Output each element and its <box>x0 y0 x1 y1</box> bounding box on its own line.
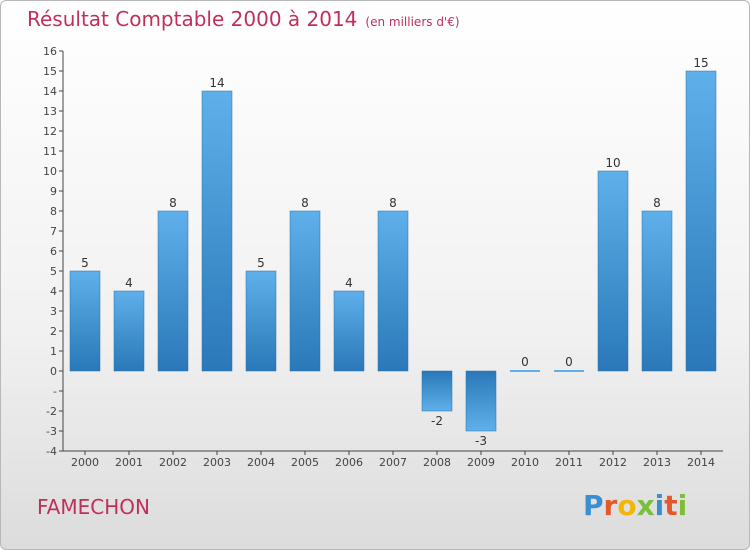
y-tick-label: 5 <box>50 265 57 278</box>
y-tick-label: 12 <box>43 125 57 138</box>
bar <box>245 270 277 372</box>
data-label: 8 <box>653 196 661 210</box>
data-label: 10 <box>605 156 620 170</box>
bars <box>69 70 717 432</box>
logo-letter: t <box>664 489 678 522</box>
bar <box>685 70 717 372</box>
data-label: 8 <box>301 196 309 210</box>
x-tick-label: 2000 <box>71 456 99 469</box>
x-tick-label: 2001 <box>115 456 143 469</box>
y-tick-label: 8 <box>50 205 57 218</box>
y-tick-label: 10 <box>43 165 57 178</box>
y-tick-label: 7 <box>50 225 57 238</box>
y-tick-label: -4 <box>46 445 57 458</box>
x-tick-label: 2008 <box>423 456 451 469</box>
y-tick-label: -2 <box>46 405 57 418</box>
logo-letter: o <box>617 489 637 522</box>
commune-name: FAMECHON <box>37 495 150 519</box>
x-tick-label: 2013 <box>643 456 671 469</box>
bar <box>333 290 365 372</box>
x-tick-label: 2009 <box>467 456 495 469</box>
y-tick-label: 15 <box>43 65 57 78</box>
y-tick-label: 1 <box>50 345 57 358</box>
x-tick-label: 2002 <box>159 456 187 469</box>
y-tick-label: 2 <box>50 325 57 338</box>
y-tick-label: 13 <box>43 105 57 118</box>
y-tick-label: - <box>53 385 57 398</box>
bar <box>289 210 321 372</box>
data-label: 5 <box>81 256 89 270</box>
bar <box>157 210 189 372</box>
logo-letter: x <box>636 489 655 522</box>
x-tick-label: 2011 <box>555 456 583 469</box>
x-tick-label: 2012 <box>599 456 627 469</box>
data-label: -3 <box>475 434 487 448</box>
data-label: 0 <box>521 355 529 369</box>
data-label: 8 <box>389 196 397 210</box>
x-tick-label: 2003 <box>203 456 231 469</box>
data-label: 0 <box>565 355 573 369</box>
y-tick-label: 4 <box>50 285 57 298</box>
x-tick-label: 2014 <box>687 456 715 469</box>
logo-letter: i <box>677 489 688 522</box>
bar <box>597 170 629 372</box>
data-label: 4 <box>345 276 353 290</box>
x-tick-label: 2007 <box>379 456 407 469</box>
y-tick-label: 0 <box>50 365 57 378</box>
proxiti-logo: Proxiti <box>583 489 687 522</box>
y-tick-label: 16 <box>43 45 57 58</box>
data-label: 14 <box>209 76 224 90</box>
x-tick-label: 2004 <box>247 456 275 469</box>
y-tick-label: 11 <box>43 145 57 158</box>
logo-letter: P <box>583 489 604 522</box>
data-label: 5 <box>257 256 265 270</box>
logo-letter: i <box>654 489 665 522</box>
y-tick-label: 14 <box>43 85 57 98</box>
bar <box>69 270 101 372</box>
bar <box>201 90 233 372</box>
data-labels: 5 4 8 14 5 8 4 8 -2 -3 0 0 10 8 15 <box>81 56 708 448</box>
data-label: 8 <box>169 196 177 210</box>
data-label: 4 <box>125 276 133 290</box>
bar <box>641 210 673 372</box>
x-tick-label: 2010 <box>511 456 539 469</box>
y-tick-label: 6 <box>50 245 57 258</box>
bar <box>465 370 497 432</box>
x-tick-label: 2006 <box>335 456 363 469</box>
data-label: 15 <box>693 56 708 70</box>
bar <box>377 210 409 372</box>
logo-letter: r <box>603 489 618 522</box>
x-tick-label: 2005 <box>291 456 319 469</box>
chart-subtitle: (en milliers d'€) <box>365 15 460 29</box>
bar <box>421 370 453 412</box>
bar <box>113 290 145 372</box>
y-tick-label: -3 <box>46 425 57 438</box>
data-label: -2 <box>431 414 443 428</box>
y-tick-label: 3 <box>50 305 57 318</box>
y-tick-label: 9 <box>50 185 57 198</box>
chart-title: Résultat Comptable 2000 à 2014 (en millie… <box>27 7 460 31</box>
